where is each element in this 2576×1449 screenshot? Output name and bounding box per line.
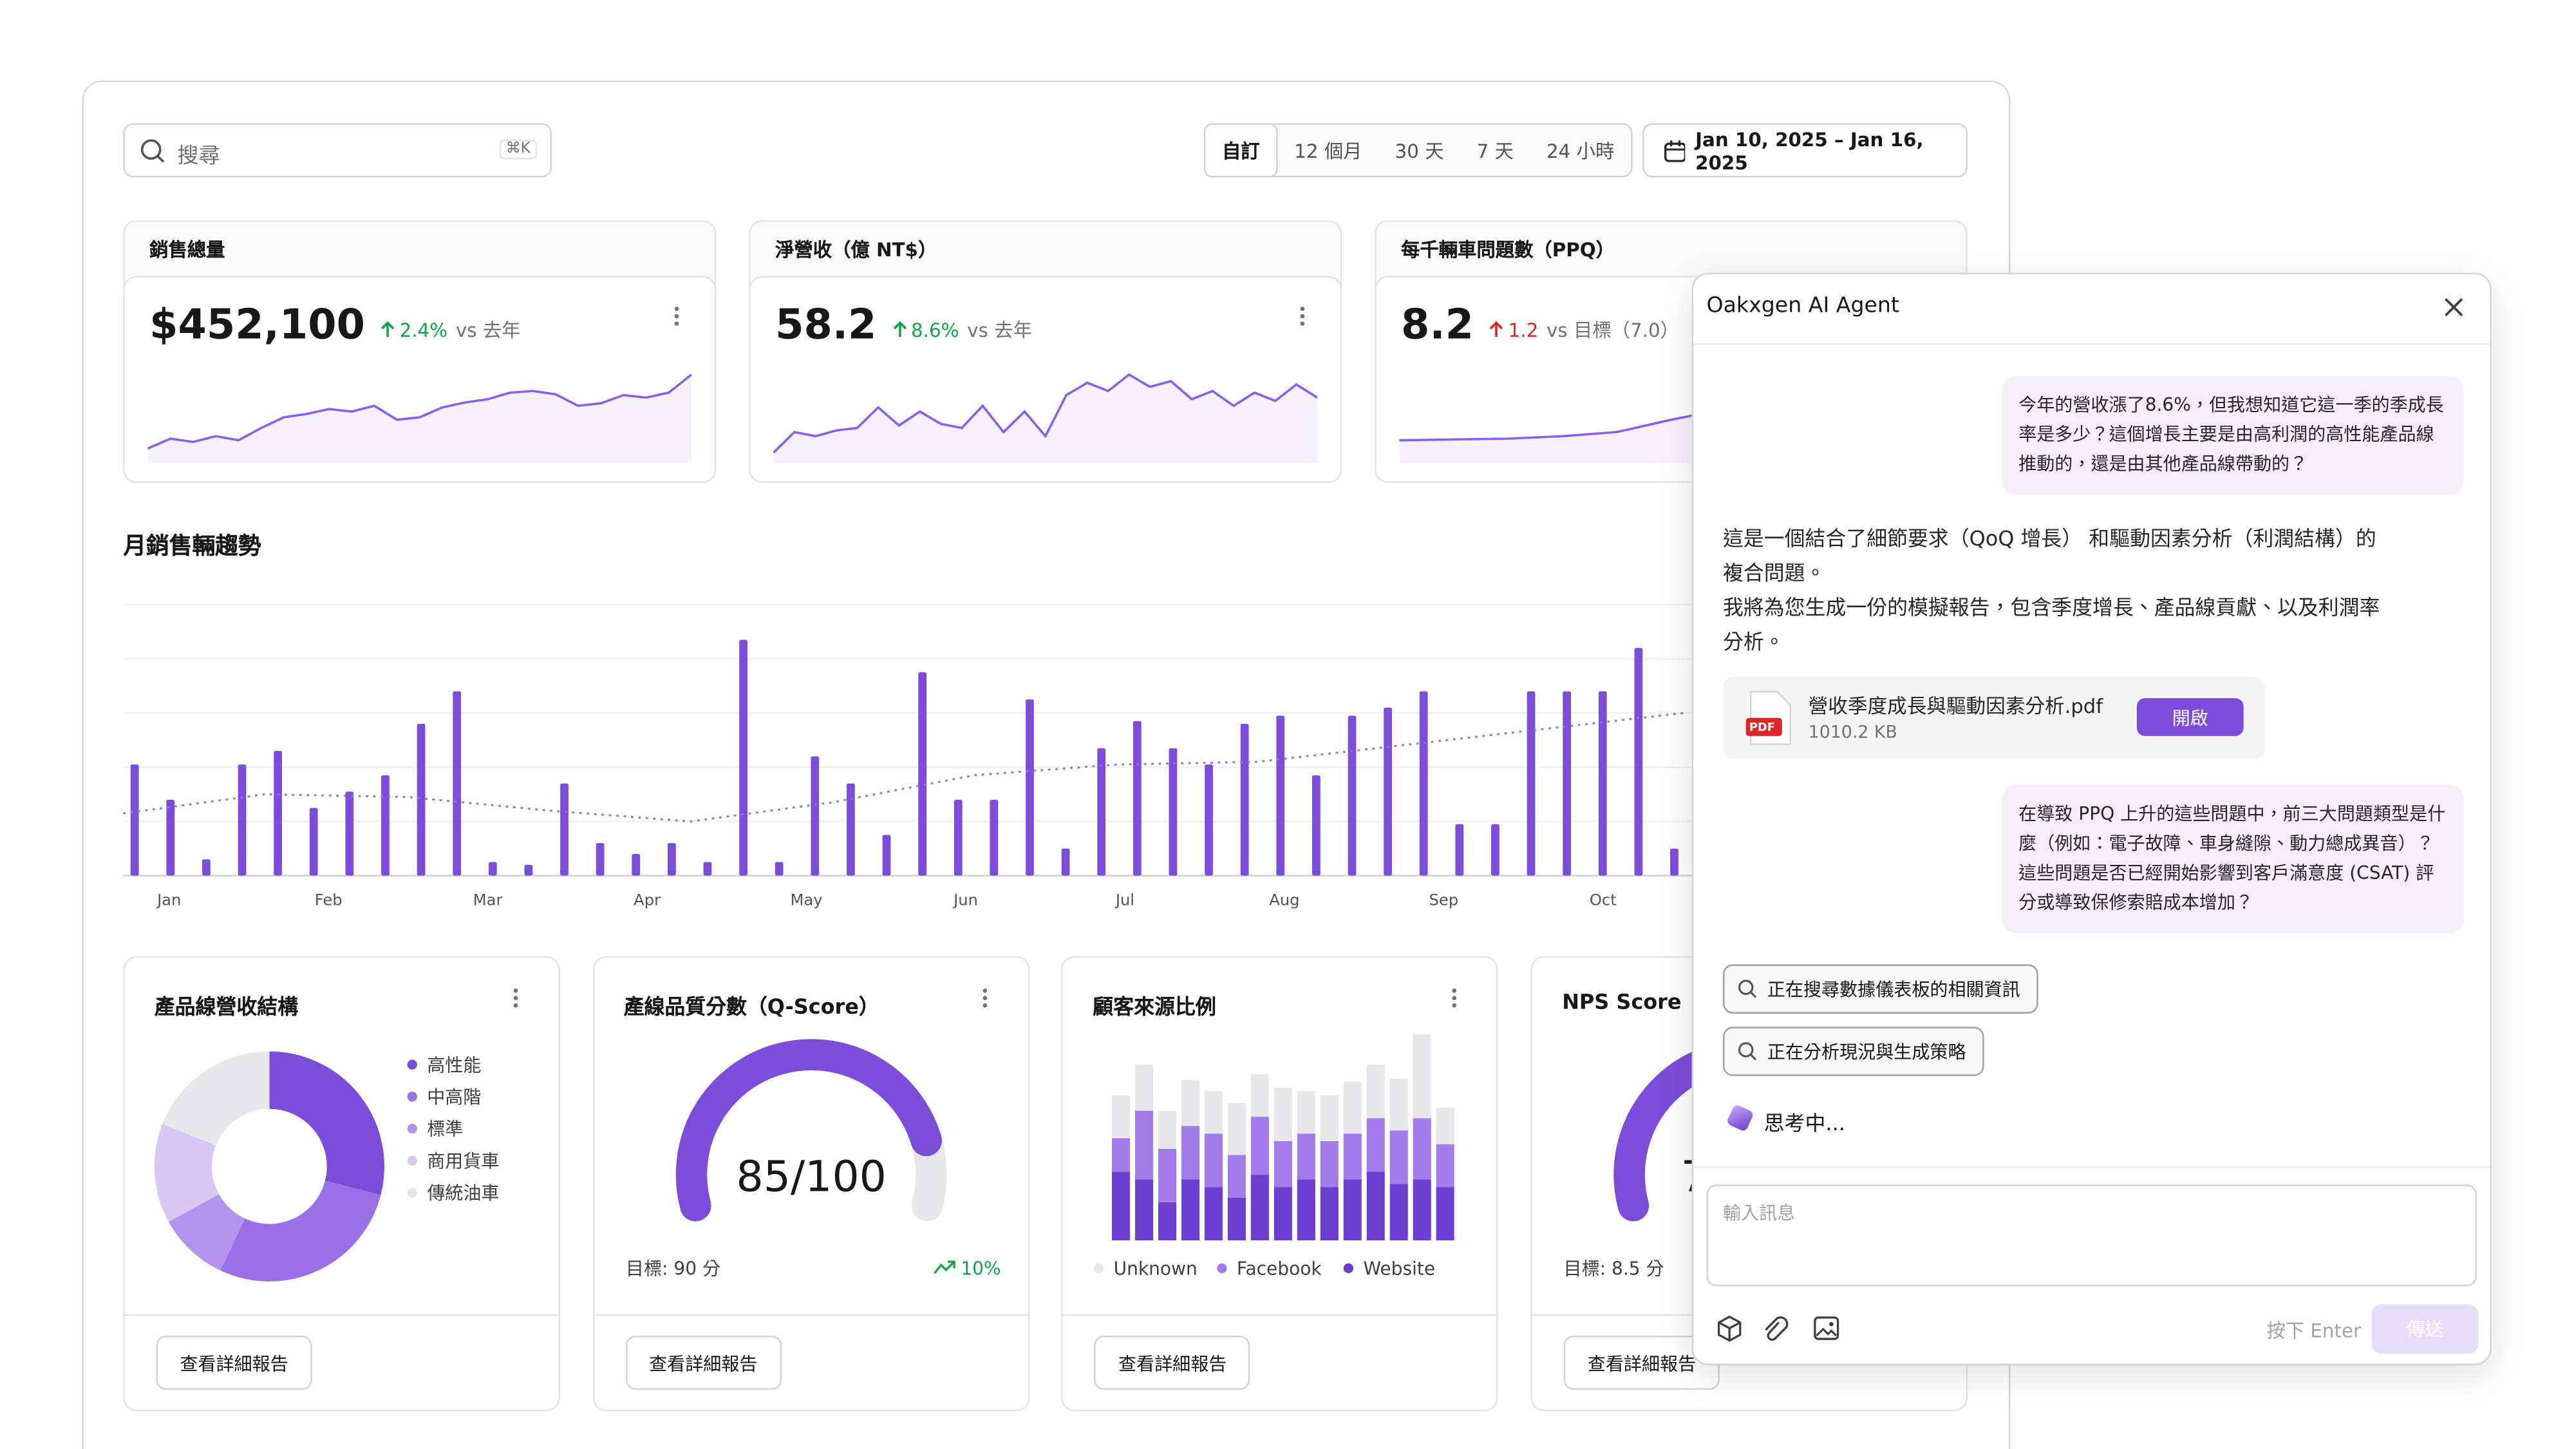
kpi-change-value: 2.4%: [399, 317, 448, 341]
bottom-card: [592, 956, 1029, 1412]
date-range: Jan 10, 2025 – Jan 16, 2025: [1695, 127, 1924, 174]
kpi-compare: vs 去年: [967, 317, 1032, 341]
kpi-compare: vs 目標（7.0）: [1547, 317, 1679, 341]
close-button[interactable]: [2442, 296, 2465, 319]
send-button[interactable]: 傳送: [2371, 1304, 2479, 1354]
card-title: 產線品質分數（Q-Score）: [623, 994, 879, 1019]
reply-paragraph: 這是一個結合了細節要求（QoQ 增長） 和驅動因素分析（利潤結構）的複合問題。: [1722, 526, 2376, 585]
kpi-row: $452,100 2.4% vs 去年: [149, 301, 520, 348]
report-button[interactable]: 查看詳細報告: [1094, 1335, 1251, 1390]
user-message: 在導致 PPQ 上升的這些問題中，前三大問題類型是什麼（例如：電子故障、車身縫隙…: [2002, 785, 2464, 933]
report-button[interactable]: 查看詳細報告: [156, 1335, 312, 1390]
agent-reply: 這是一個結合了細節要求（QoQ 增長） 和驅動因素分析（利潤結構）的複合問題。 …: [1723, 521, 2396, 659]
change-arrow: [381, 321, 395, 337]
step-text: 正在搜尋數據儀表板的相關資訊: [1767, 979, 2020, 1001]
range-tab[interactable]: 自訂: [1203, 123, 1278, 178]
range-tab[interactable]: 24 小時: [1546, 138, 1615, 162]
input-divider: [1693, 1166, 2490, 1168]
step-chip: 正在搜尋數據儀表板的相關資訊: [1722, 964, 2038, 1014]
enter-hint: 按下 Enter: [2266, 1319, 2362, 1343]
user-message: 今年的營收漲了8.6%，但我想知道它這一季的季成長率是多少？這個增長主要是由高利…: [2002, 376, 2464, 495]
thinking-icon: [1727, 1105, 1753, 1131]
file-size: 1010.2 KB: [1808, 723, 1897, 743]
kpi-change: 1.2 vs 目標（7.0）: [1489, 316, 1679, 343]
kpi-title: 每千輛車問題數（PPQ）: [1401, 238, 1615, 261]
report-button[interactable]: 查看詳細報告: [625, 1335, 782, 1390]
kpi-title: 淨營收（億 NT$）: [775, 238, 937, 261]
kpi-value: $452,100: [149, 300, 365, 348]
card-title: 顧客來源比例: [1093, 994, 1216, 1019]
search-icon: [1738, 1042, 1757, 1061]
kpi-change-value: 1.2: [1508, 317, 1539, 341]
monthly-title: 月銷售輛趨勢: [123, 534, 261, 560]
card-divider: [123, 1314, 560, 1316]
file-card: PDF 營收季度成長與驅動因素分析.pdf 1010.2 KB 開啟: [1722, 677, 2265, 759]
kpi-row: 58.2 8.6% vs 去年: [775, 301, 1032, 348]
card-title: 產品線營收結構: [154, 994, 299, 1019]
kpi-change: 8.6% vs 去年: [891, 316, 1032, 343]
kpi-compare: vs 去年: [455, 317, 521, 341]
range-tab[interactable]: 7 天: [1476, 138, 1514, 162]
range-tabs: 自訂 12 個月 30 天 7 天 24 小時: [1203, 123, 1633, 178]
kpi-value: 58.2: [775, 300, 877, 348]
calendar-icon: [1664, 139, 1686, 162]
ai-agent-panel: Oakxgen AI Agent 今年的營收漲了8.6%，但我想知道它這一季的季…: [1691, 272, 2492, 1365]
reply-paragraph: 我將為您生成一份的模擬報告，包含季度增長、產品線貢獻、以及利潤率分析。: [1722, 594, 2380, 654]
kpi-value: 8.2: [1401, 300, 1474, 348]
thinking-text: 思考中...: [1763, 1110, 1845, 1135]
date-picker[interactable]: Jan 10, 2025 – Jan 16, 2025: [1642, 123, 1968, 178]
pdf-icon: [1745, 690, 1791, 745]
card-divider: [1061, 1314, 1499, 1316]
kpi-change: 2.4% vs 去年: [380, 316, 521, 343]
header-divider: [1693, 343, 2490, 345]
input-tools[interactable]: [1716, 1314, 1865, 1344]
search-icon: [140, 139, 165, 163]
open-button[interactable]: 開啟: [2136, 698, 2244, 736]
kpi-title: 銷售總量: [149, 238, 225, 261]
change-arrow: [892, 321, 907, 337]
agent-title: Oakxgen AI Agent: [1706, 294, 1899, 319]
kpi-row: 8.2 1.2 vs 目標（7.0）: [1401, 301, 1679, 348]
card-divider: [592, 1314, 1029, 1316]
step-chip: 正在分析現況與生成策略: [1722, 1027, 1984, 1076]
message-input[interactable]: 輸入訊息: [1706, 1184, 2477, 1287]
search-placeholder: 搜尋: [177, 144, 220, 169]
change-arrow: [1490, 321, 1503, 337]
pdf-badge: PDF: [1749, 721, 1775, 735]
search-icon: [1738, 980, 1757, 998]
range-tab[interactable]: 30 天: [1395, 138, 1444, 162]
search-box[interactable]: 搜尋 ⌘K: [123, 123, 552, 178]
search-shortcut: ⌘K: [499, 139, 537, 160]
input-placeholder: 輸入訊息: [1722, 1202, 1796, 1224]
step-text: 正在分析現況與生成策略: [1767, 1041, 1966, 1063]
range-tab[interactable]: 12 個月: [1294, 138, 1362, 162]
card-title: NPS Score: [1562, 989, 1682, 1014]
file-name: 營收季度成長與驅動因素分析.pdf: [1808, 695, 2103, 718]
kpi-change-value: 8.6%: [911, 317, 959, 341]
